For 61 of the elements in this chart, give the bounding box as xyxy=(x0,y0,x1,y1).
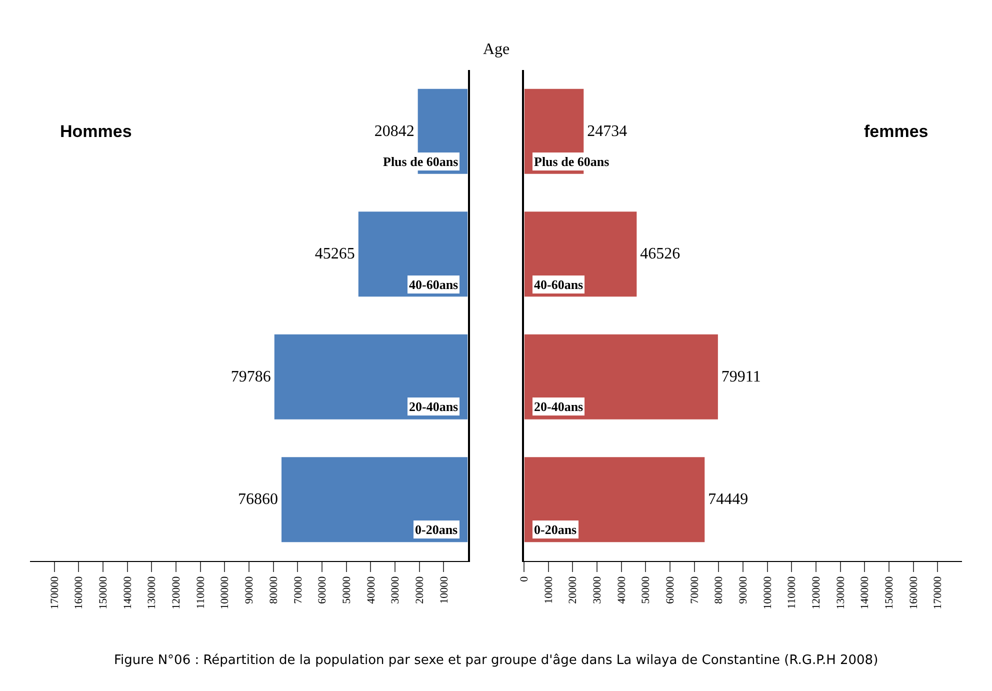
x-tick-label: 70000 xyxy=(688,576,701,604)
y-tick-label: 20-40ans xyxy=(534,399,584,414)
x-tick-label: 100000 xyxy=(762,576,774,610)
x-tick-label: 120000 xyxy=(810,576,823,610)
x-tick-label: 140000 xyxy=(859,576,872,610)
bar xyxy=(273,333,468,420)
x-tick-label: 160000 xyxy=(73,576,86,610)
text: Hommes xyxy=(60,122,132,141)
x-tick-label: 10000 xyxy=(438,576,450,604)
x-tick-label: 60000 xyxy=(316,576,329,604)
x-tick-label: 80000 xyxy=(268,576,280,604)
x-tick-label: 80000 xyxy=(713,576,726,604)
x-tick-label: 100000 xyxy=(219,576,232,610)
data-label: 79786 xyxy=(230,368,271,386)
data-label: 20842 xyxy=(374,122,414,140)
text: Figure N°06 : Répartition de la population par sexe et par groupe d'âge dans La wilaya de Constantine (R.G.P.H 2008) xyxy=(114,653,878,668)
bar xyxy=(524,456,706,544)
x-tick-label: 40000 xyxy=(365,576,378,604)
x-tick-label: 130000 xyxy=(834,576,847,610)
x-tick-label: 20000 xyxy=(414,576,426,604)
y-tick-label: Plus de 60ans xyxy=(383,154,458,169)
bar xyxy=(524,333,719,420)
x-tick-label: 120000 xyxy=(170,576,183,610)
y-tick-label: 40-60ans xyxy=(409,277,458,292)
x-tick-label: 30000 xyxy=(390,576,402,604)
x-tick-label: 90000 xyxy=(244,576,256,604)
x-tick-label: 170000 xyxy=(932,576,944,610)
y-tick-label: 0-20ans xyxy=(534,522,577,537)
x-tick-label: 50000 xyxy=(340,576,353,604)
bar xyxy=(357,210,468,298)
x-tick-label: 140000 xyxy=(122,576,134,610)
x-tick-label: 130000 xyxy=(146,576,158,610)
x-tick-label: 40000 xyxy=(616,576,628,604)
x-tick-label: 70000 xyxy=(292,576,304,604)
x-tick-label: 170000 xyxy=(48,576,61,610)
x-tick-label: 150000 xyxy=(98,576,110,610)
x-tick-label: 50000 xyxy=(640,576,652,604)
x-tick-label: 0 xyxy=(518,576,531,582)
data-label: 46526 xyxy=(640,246,680,263)
y-axis-title: Age xyxy=(483,41,510,58)
bar xyxy=(280,456,468,544)
data-label: 74449 xyxy=(708,491,748,508)
x-tick-label: 30000 xyxy=(592,576,604,604)
x-tick-label: 110000 xyxy=(194,576,207,609)
x-tick-label: 90000 xyxy=(738,576,750,604)
data-label: 76860 xyxy=(238,491,278,508)
x-tick-label: 150000 xyxy=(884,576,896,610)
y-tick-label: 0-20ans xyxy=(415,522,458,537)
text: femmes xyxy=(864,122,928,141)
data-label: 24734 xyxy=(587,122,628,140)
bar xyxy=(524,210,638,298)
x-tick-label: 10000 xyxy=(542,576,555,604)
y-tick-label: Plus de 60ans xyxy=(534,154,610,169)
x-tick-label: 60000 xyxy=(664,576,677,604)
x-tick-label: 110000 xyxy=(786,576,798,609)
data-label: 79911 xyxy=(721,368,761,386)
data-label: 45265 xyxy=(314,246,355,263)
x-tick-label: 160000 xyxy=(908,576,920,610)
y-tick-label: 40-60ans xyxy=(534,277,584,292)
x-tick-label: 20000 xyxy=(567,576,580,604)
y-tick-label: 20-40ans xyxy=(409,399,458,414)
